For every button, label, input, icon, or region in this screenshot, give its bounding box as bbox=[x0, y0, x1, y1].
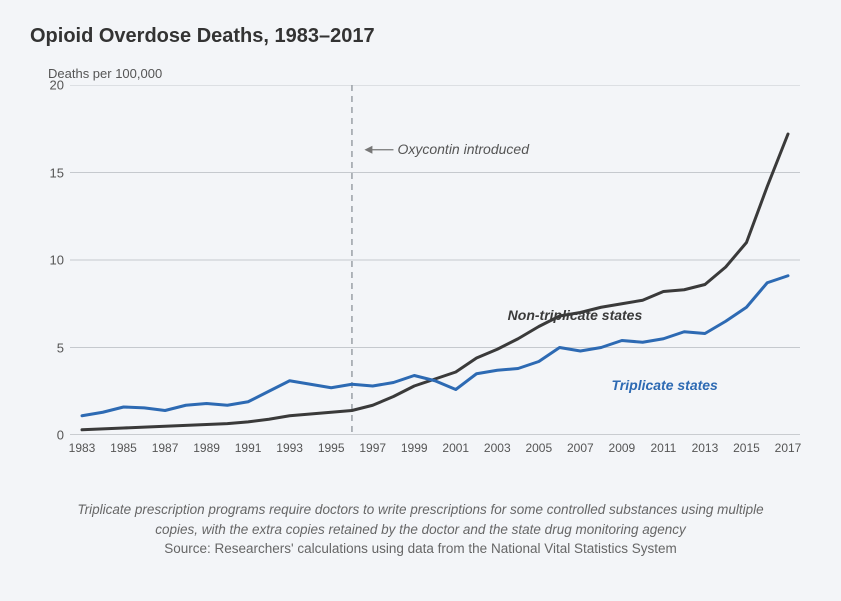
x-tick-label: 2009 bbox=[609, 441, 636, 455]
x-tick-label: 2005 bbox=[525, 441, 552, 455]
x-tick-label: 2003 bbox=[484, 441, 511, 455]
plot-wrapper: 05101520 Oxycontin introduced Non-tripli… bbox=[30, 85, 810, 435]
y-tick-label: 5 bbox=[57, 340, 64, 355]
x-tick-label: 2001 bbox=[442, 441, 469, 455]
x-tick-label: 1999 bbox=[401, 441, 428, 455]
plot-area: Oxycontin introduced Non-triplicate stat… bbox=[70, 85, 800, 435]
y-tick-label: 20 bbox=[50, 78, 64, 93]
series-label-triplicate: Triplicate states bbox=[612, 377, 718, 393]
y-axis-label: Deaths per 100,000 bbox=[48, 66, 811, 81]
x-tick-label: 1989 bbox=[193, 441, 220, 455]
x-tick-label: 1991 bbox=[235, 441, 262, 455]
x-tick-label: 1993 bbox=[276, 441, 303, 455]
y-axis: 05101520 bbox=[30, 85, 70, 435]
footnote: Triplicate prescription programs require… bbox=[30, 500, 811, 539]
source-line: Source: Researchers' calculations using … bbox=[30, 541, 811, 556]
x-tick-label: 1983 bbox=[69, 441, 96, 455]
y-tick-label: 0 bbox=[57, 428, 64, 443]
y-tick-label: 10 bbox=[50, 253, 64, 268]
x-tick-label: 2013 bbox=[692, 441, 719, 455]
x-tick-label: 2007 bbox=[567, 441, 594, 455]
x-tick-label: 2011 bbox=[651, 441, 677, 455]
x-tick-label: 1987 bbox=[152, 441, 179, 455]
series-label-non-triplicate: Non-triplicate states bbox=[508, 307, 643, 323]
x-tick-label: 1985 bbox=[110, 441, 137, 455]
chart-title: Opioid Overdose Deaths, 1983–2017 bbox=[30, 25, 811, 48]
x-tick-label: 2015 bbox=[733, 441, 760, 455]
x-tick-label: 2017 bbox=[775, 441, 802, 455]
oxycontin-annotation: Oxycontin introduced bbox=[397, 141, 529, 157]
x-axis: 1983 1985 1987 1989 1991 1993 1995 1997 1999 2001… bbox=[70, 435, 801, 465]
x-tick-label: 1995 bbox=[318, 441, 345, 455]
x-tick-label: 1997 bbox=[359, 441, 386, 455]
y-tick-label: 15 bbox=[50, 165, 64, 180]
chart-container: Opioid Overdose Deaths, 1983–2017 Deaths… bbox=[0, 0, 841, 601]
